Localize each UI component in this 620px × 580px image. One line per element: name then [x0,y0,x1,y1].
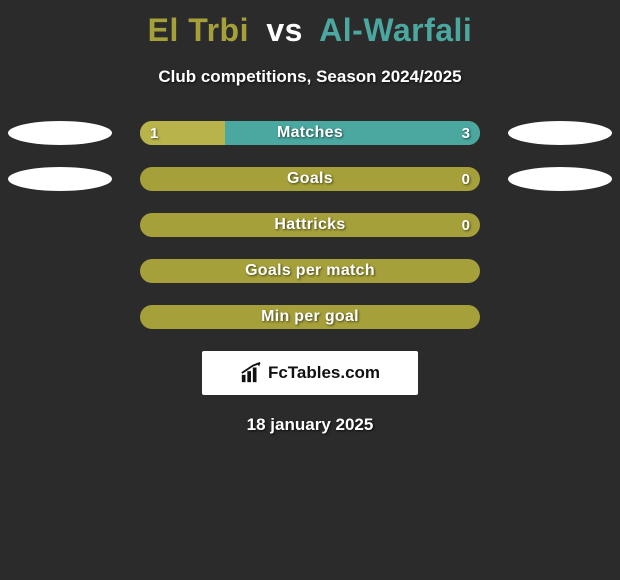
stat-row: 0Goals [0,167,620,191]
comparison-card: El Trbi vs Al-Warfali Club competitions,… [0,0,620,435]
bar-label: Goals per match [140,259,480,283]
bar-chart-icon [240,362,262,384]
vs-text: vs [266,12,303,48]
bar-label: Min per goal [140,305,480,329]
stat-bar: Goals per match [140,259,480,283]
avatar-left [8,167,112,191]
avatar-right [508,121,612,145]
stat-bar: 0Hattricks [140,213,480,237]
stats-rows: 13Matches 0Goals 0Hattricks Goals per match… [0,121,620,329]
stat-row: 0Hattricks [0,213,620,237]
stat-bar: 13Matches [140,121,480,145]
bar-label: Matches [140,121,480,145]
stat-row: 13Matches [0,121,620,145]
date-text: 18 january 2025 [0,415,620,435]
bar-label: Hattricks [140,213,480,237]
bar-label: Goals [140,167,480,191]
subtitle: Club competitions, Season 2024/2025 [0,67,620,87]
branding-text: FcTables.com [268,363,380,383]
player-a-name: El Trbi [148,12,249,48]
avatar-right [508,167,612,191]
page-title: El Trbi vs Al-Warfali [0,0,620,49]
stat-row: Goals per match [0,259,620,283]
branding-inner: FcTables.com [240,362,380,384]
stat-bar: Min per goal [140,305,480,329]
player-b-name: Al-Warfali [319,12,472,48]
avatar-left [8,121,112,145]
branding-badge: FcTables.com [202,351,418,395]
stat-row: Min per goal [0,305,620,329]
stat-bar: 0Goals [140,167,480,191]
